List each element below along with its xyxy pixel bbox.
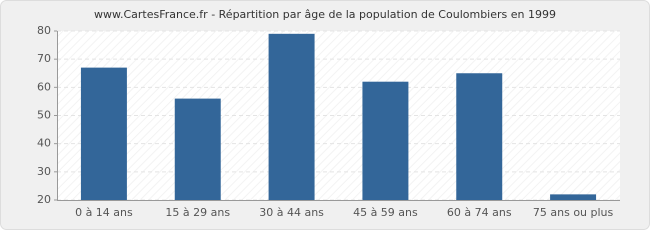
y-tick-label: 40 <box>37 137 51 150</box>
y-tick-label: 60 <box>37 80 51 93</box>
y-tick-label: 20 <box>37 193 51 206</box>
chart-title: www.CartesFrance.fr - Répartition par âg… <box>94 8 556 21</box>
bar <box>268 33 315 200</box>
x-tick-label: 60 à 74 ans <box>447 206 512 219</box>
x-tick-label: 45 à 59 ans <box>353 206 418 219</box>
y-tick-label: 80 <box>37 24 51 37</box>
x-tick-label: 75 ans ou plus <box>533 206 614 219</box>
bar <box>550 194 597 200</box>
bar <box>362 81 409 200</box>
chart: www.CartesFrance.fr - Répartition par âg… <box>0 0 650 230</box>
y-tick-label: 50 <box>37 109 51 122</box>
x-tick-label: 30 à 44 ans <box>259 206 324 219</box>
x-tick-label: 0 à 14 ans <box>75 206 133 219</box>
y-tick-label: 30 <box>37 165 51 178</box>
x-tick-label: 15 à 29 ans <box>165 206 230 219</box>
bar <box>174 98 221 200</box>
bar <box>456 73 503 200</box>
bar <box>80 67 127 200</box>
y-tick-label: 70 <box>37 52 51 65</box>
